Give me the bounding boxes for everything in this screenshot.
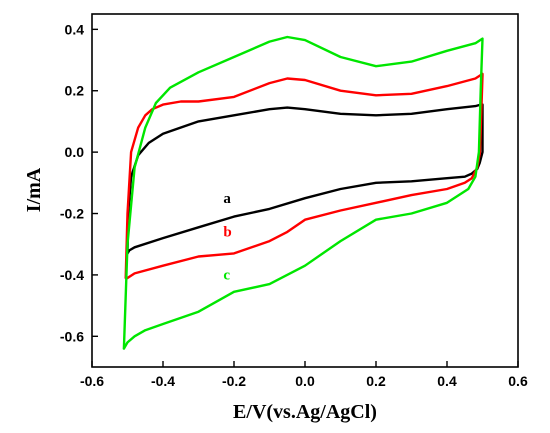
y-tick-label: 0.4 — [65, 21, 85, 37]
y-tick-label: 0.0 — [65, 144, 85, 160]
y-axis-title: I/mA — [23, 167, 45, 212]
series-group — [122, 35, 484, 350]
series-label-a: a — [223, 191, 231, 207]
y-tick-label: -0.4 — [60, 267, 84, 283]
y-tick-label: -0.2 — [60, 206, 84, 222]
series-line-a — [126, 103, 484, 255]
plot-frame — [91, 13, 519, 368]
x-tick-label: 0.4 — [437, 373, 457, 389]
x-axis-ticks: -0.6 -0.4 -0.2 0.0 0.2 0.4 0.6 — [80, 361, 528, 389]
x-tick-label: 0.0 — [295, 373, 315, 389]
series-label-c: c — [223, 268, 230, 284]
y-tick-label: 0.2 — [65, 83, 85, 99]
x-tick-label: -0.4 — [151, 373, 175, 389]
series-labels: a b c — [223, 191, 231, 284]
x-axis-title: E/V(vs.Ag/AgCl) — [233, 401, 377, 423]
series-line-c — [122, 35, 484, 350]
series-line-b — [124, 72, 484, 280]
x-tick-label: 0.6 — [508, 373, 528, 389]
y-tick-label: -0.6 — [60, 328, 84, 344]
x-tick-label: 0.2 — [366, 373, 386, 389]
y-axis-ticks: 0.4 0.2 0.0 -0.2 -0.4 -0.6 — [60, 21, 98, 344]
series-label-b: b — [223, 225, 231, 241]
x-tick-label: -0.6 — [80, 373, 104, 389]
x-tick-label: -0.2 — [222, 373, 246, 389]
